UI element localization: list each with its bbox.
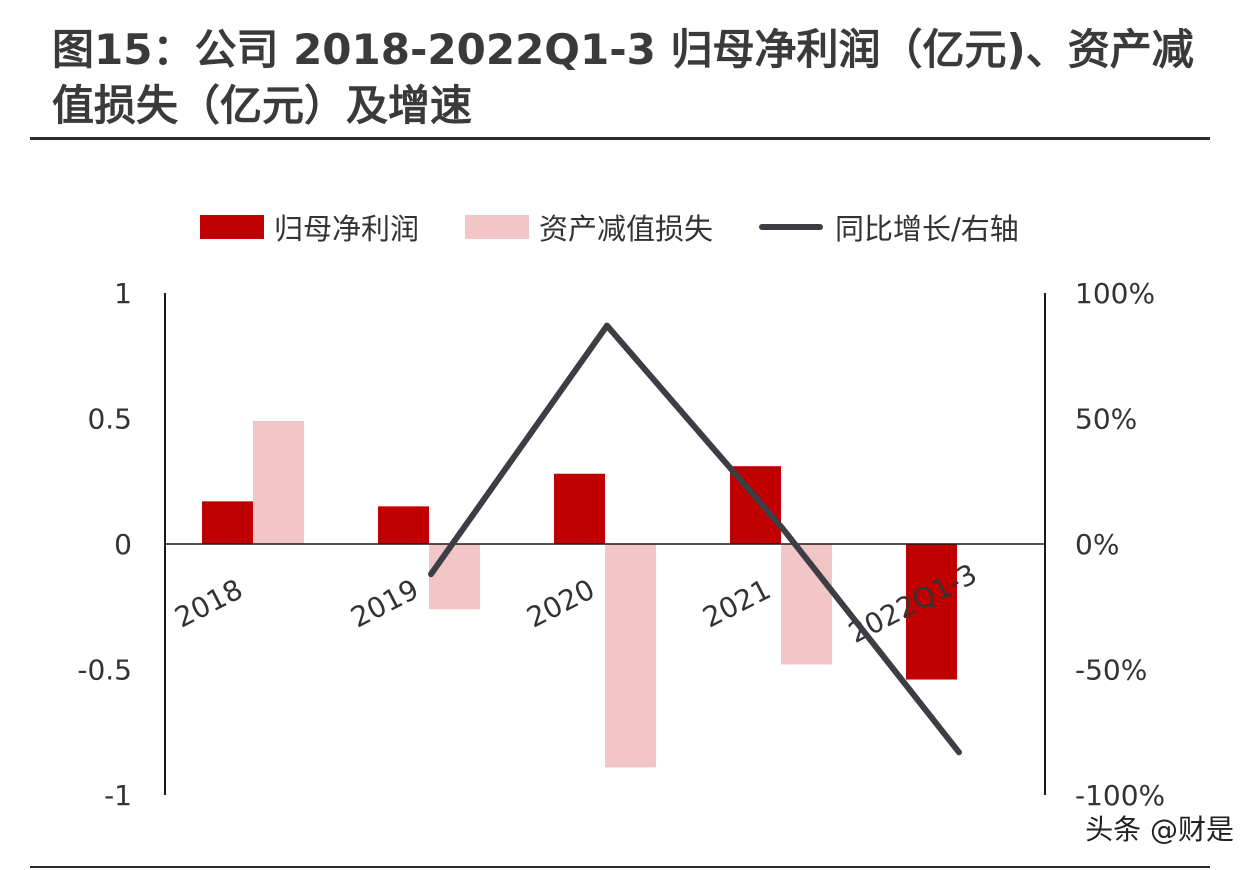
legend-label-growth: 同比增长/右轴 (835, 212, 1019, 246)
x-tick-label: 2020 (521, 573, 599, 635)
bar-net-profit (378, 506, 429, 544)
left-tick-label: -0.5 (77, 654, 132, 687)
legend-item-impairment: 资产减值损失 (465, 206, 713, 248)
bar-impairment (605, 544, 656, 768)
x-tick-label: 2018 (169, 573, 247, 635)
bar-impairment (253, 421, 304, 544)
left-tick-label: -1 (104, 779, 132, 812)
right-tick-label: 100% (1075, 277, 1155, 310)
chart-title: 图15：公司 2018-2022Q1-3 归母净利润（亿元)、资产减值损失（亿元… (52, 25, 1194, 130)
legend-item-net-profit: 归母净利润 (200, 206, 419, 248)
growth-line (428, 322, 962, 756)
legend-swatch-impairment (465, 215, 530, 239)
bottom-divider (30, 866, 1210, 868)
x-tick-label: 2021 (697, 573, 775, 635)
right-tick-label: 0% (1075, 528, 1119, 561)
right-tick-label: 50% (1075, 403, 1137, 436)
title-divider (30, 137, 1210, 140)
left-tick-label: 0.5 (87, 403, 132, 436)
bar-impairment (429, 544, 480, 610)
bar-net-profit (906, 544, 957, 680)
left-tick-label: 0 (114, 528, 132, 561)
legend-label-impairment: 资产减值损失 (539, 212, 714, 246)
legend-swatch-net-profit (200, 215, 264, 239)
legend-label-net-profit: 归母净利润 (274, 212, 420, 246)
bar-impairment (781, 544, 832, 665)
legend-swatch-growth (759, 224, 824, 230)
chart-legend: 归母净利润 资产减值损失 同比增长/右轴 (200, 205, 1065, 249)
left-tick-label: 1 (114, 277, 132, 310)
right-tick-label: -100% (1075, 779, 1165, 812)
bar-net-profit (554, 473, 605, 544)
x-tick-label: 2019 (345, 573, 423, 635)
watermark: 头条 @财是 (1085, 813, 1234, 846)
bar-net-profit (202, 501, 253, 544)
legend-item-growth: 同比增长/右轴 (759, 206, 1019, 248)
right-tick-label: -50% (1075, 654, 1147, 687)
